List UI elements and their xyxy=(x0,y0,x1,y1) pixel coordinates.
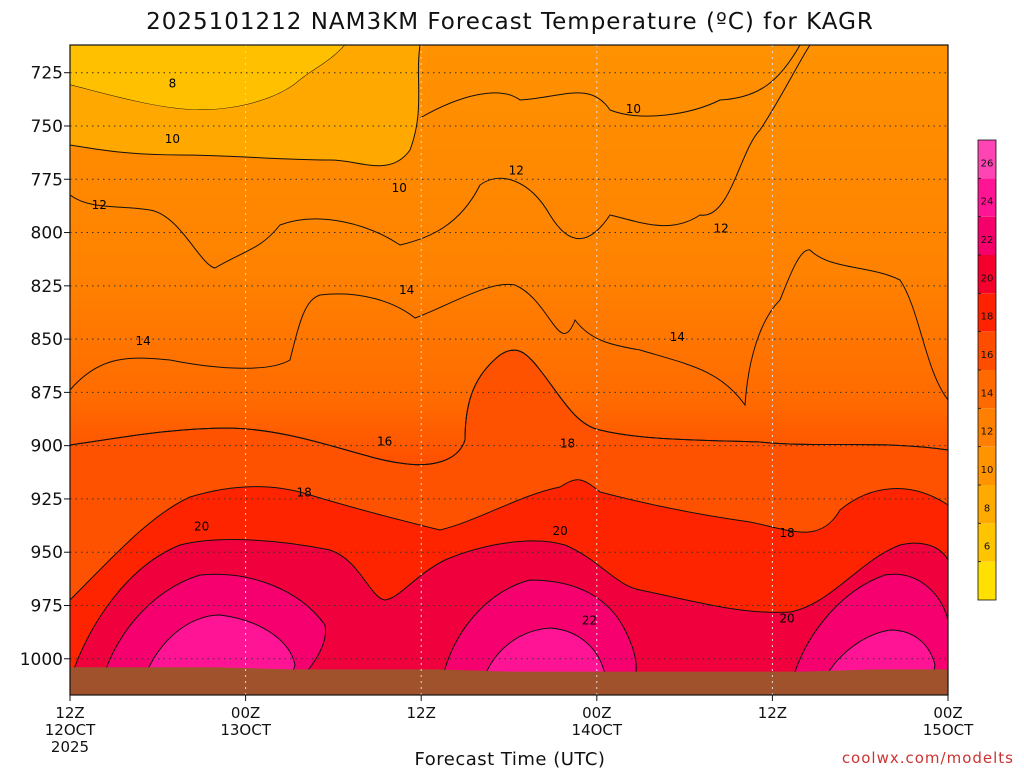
contour-label: 16 xyxy=(377,434,392,448)
x-axis-label: Forecast Time (UTC) xyxy=(415,749,606,768)
colorbar-swatch xyxy=(978,446,996,485)
x-tick-label: 14OCT xyxy=(572,721,623,739)
colorbar-tick-label: 6 xyxy=(984,542,990,553)
x-tick-label: 00Z xyxy=(933,704,962,722)
y-axis: 725 750 775 800 825 850 875 900 925 950 975 1000 xyxy=(20,64,70,670)
contour-label: 14 xyxy=(136,334,151,348)
contour-10 xyxy=(70,45,421,167)
colorbar-tick-label: 14 xyxy=(981,388,994,399)
plot-frame xyxy=(69,44,949,696)
contour-labels: 8 10 10 10 12 12 12 14 14 14 16 18 18 18 20 20 20 22 xyxy=(92,76,795,627)
contour-label: 10 xyxy=(165,132,180,146)
contour-14 xyxy=(70,249,948,407)
y-tick-label: 875 xyxy=(31,383,63,403)
cold-region xyxy=(70,45,346,111)
colorbar-swatch xyxy=(978,370,996,409)
contour-10-east xyxy=(419,45,801,119)
contour-label: 18 xyxy=(296,486,311,500)
contour-label: 10 xyxy=(626,102,641,116)
x-tick-label: 12Z xyxy=(758,704,787,722)
contour-label: 12 xyxy=(92,198,107,212)
contour-16 xyxy=(70,349,948,466)
colorbar-tick-label: 18 xyxy=(981,312,994,323)
x-tick-label: 13OCT xyxy=(220,721,271,739)
y-tick-label: 800 xyxy=(31,224,63,244)
colorbar-swatch xyxy=(978,485,996,524)
x-tick-label: 12OCT xyxy=(45,721,96,739)
contour-label: 20 xyxy=(194,520,209,534)
contour-label: 22 xyxy=(582,613,597,627)
colorbar-tick-label: 22 xyxy=(981,235,994,246)
colorbar-swatch xyxy=(978,293,996,332)
ground xyxy=(70,667,948,695)
cold-region-inner xyxy=(70,45,420,166)
y-tick-label: 750 xyxy=(31,117,63,137)
y-tick-label: 975 xyxy=(31,596,63,616)
grid xyxy=(70,45,948,695)
colorbar-swatch xyxy=(978,408,996,447)
x-tick-label: 12Z xyxy=(55,704,84,722)
contour-label: 18 xyxy=(560,437,575,451)
contour-label: 12 xyxy=(714,221,729,235)
colorbar-tick-label: 26 xyxy=(981,158,994,169)
x-tick-label: 15OCT xyxy=(923,721,974,739)
contour-12 xyxy=(70,45,811,269)
plot-area: 8 10 10 10 12 12 12 14 14 14 16 18 18 18 20 20 20 22 xyxy=(70,45,948,695)
colorbar-tick-label: 8 xyxy=(984,503,990,514)
chart-title: 2025101212 NAM3KM Forecast Temperature (… xyxy=(146,9,874,35)
y-tick-label: 850 xyxy=(31,330,63,350)
contour-label: 20 xyxy=(779,611,794,625)
colorbar-swatch xyxy=(978,140,996,179)
colorbar-tick-label: 20 xyxy=(981,273,994,284)
colorbar-swatch xyxy=(978,523,996,562)
x-tick-label: 2025 xyxy=(51,738,89,756)
credit-text: coolwx.com/modelts xyxy=(842,749,1014,767)
colorbar-swatch xyxy=(978,178,996,217)
colorbar: 6 8 10 12 14 16 18 20 22 24 26 xyxy=(977,139,997,601)
colorbar-swatch xyxy=(978,561,996,600)
colorbar-swatch xyxy=(978,331,996,370)
y-tick-label: 1000 xyxy=(20,650,63,670)
x-tick-label: 00Z xyxy=(231,704,260,722)
contour-label: 8 xyxy=(169,76,177,90)
y-tick-label: 900 xyxy=(31,437,63,457)
x-tick-label: 12Z xyxy=(407,704,436,722)
colorbar-tick-label: 16 xyxy=(981,350,994,361)
contour-label: 18 xyxy=(779,526,794,540)
y-tick-label: 950 xyxy=(31,543,63,563)
colorbar-swatch xyxy=(978,216,996,255)
contour-label: 12 xyxy=(509,164,524,178)
colorbar-swatch xyxy=(978,255,996,294)
colorbar-tick-label: 10 xyxy=(981,465,994,476)
contour-label: 20 xyxy=(553,524,568,538)
contour-label: 14 xyxy=(670,330,685,344)
y-tick-label: 925 xyxy=(31,490,63,510)
x-tick-label: 00Z xyxy=(582,704,611,722)
contour-label: 14 xyxy=(399,283,414,297)
y-tick-label: 825 xyxy=(31,277,63,297)
colorbar-tick-label: 12 xyxy=(981,427,994,438)
contour-label: 10 xyxy=(392,181,407,195)
y-tick-label: 725 xyxy=(31,64,63,84)
colorbar-tick-label: 24 xyxy=(981,197,994,208)
y-tick-label: 775 xyxy=(31,170,63,190)
